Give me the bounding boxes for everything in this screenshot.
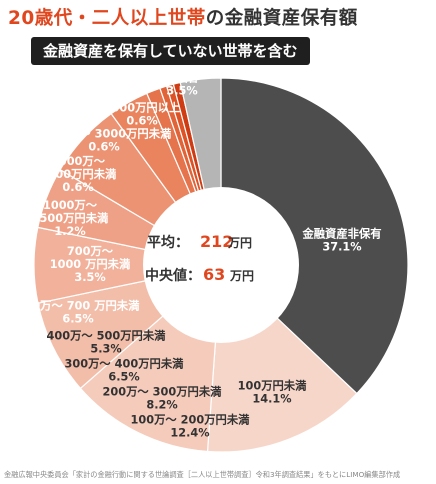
slice-category: 200万〜 300万円未満 (103, 385, 223, 399)
chart-title: 20歳代・二人以上世帯の金融資産保有額 (8, 4, 436, 30)
slice-label-0: 金融資産非保有 37.1% (301, 227, 381, 254)
slice-percent: 14.1% (252, 393, 291, 406)
average-value: 212 (200, 232, 233, 251)
slice-label-3: 200万〜 300万円未満 8.2% (103, 385, 223, 412)
slice-percent: 0.6% (126, 115, 157, 128)
source-note: 金融広報中央委員会「家計の金融行動に関する世論調査［二人以上世帯調査］令和3年調… (4, 470, 401, 479)
slice-label-12: 無回答 3.5% (165, 71, 200, 98)
slice-label-1: 100万円未満 14.1% (238, 379, 307, 406)
slice-category: 2000万円未満 (40, 167, 117, 181)
slice-percent: 12.4% (170, 427, 209, 440)
donut-hole (143, 187, 299, 343)
slice-percent: 8.2% (146, 399, 177, 412)
title-accent: 20歳代・二人以上世帯 (8, 8, 206, 29)
slice-label-5: 400万〜 500万円未満 5.3% (47, 329, 167, 356)
slice-category: 100万〜 200万円未満 (131, 413, 251, 427)
chart-subtitle: 金融資産を保有していない世帯を含む (31, 37, 310, 65)
slice-label-9: 1500万〜 2000万円未満 0.6% (40, 155, 117, 194)
slice-percent: 37.1% (322, 241, 361, 254)
slice-label-11: 3000万円以上 0.6% (104, 101, 181, 128)
slice-percent: 3.5% (166, 85, 197, 98)
slice-category: 100万円未満 (238, 379, 307, 393)
slice-category: 無回答 (165, 71, 200, 85)
slice-category: 300万〜 400万円未満 (65, 357, 185, 371)
slice-category: 1500万〜 (51, 155, 106, 168)
slice-category: 1000万〜 (43, 199, 98, 212)
slice-percent: 6.5% (62, 313, 93, 326)
slice-label-7: 700万〜 1000 万円未満 3.5% (50, 245, 131, 284)
slice-category: 500万〜 700 万円未満 (17, 299, 141, 313)
slice-percent: 5.3% (90, 343, 121, 356)
slice-label-6: 500万〜 700 万円未満 6.5% (17, 299, 141, 326)
slice-category: 金融資産非保有 (301, 227, 381, 241)
slice-category: 3000万円以上 (104, 101, 181, 115)
slice-percent: 1.2% (54, 225, 85, 238)
median-label: 中央値： (145, 267, 201, 284)
slice-category: 400万〜 500万円未満 (47, 329, 167, 343)
slice-category: 1000 万円未満 (50, 257, 131, 271)
slice-label-8: 1000万〜 1500万円未満 1.2% (32, 199, 109, 238)
slice-percent: 6.5% (108, 371, 139, 384)
slice-category: 2000万〜 3000万円未満 (37, 127, 172, 141)
average-unit: 万円 (227, 236, 252, 250)
average-label: 平均： (147, 234, 189, 251)
median-unit: 万円 (229, 269, 254, 283)
slice-category: 700万〜 (67, 245, 114, 258)
title-rest: の金融資産保有額 (205, 8, 358, 29)
slice-0 (220, 77, 409, 395)
slice-percent: 0.6% (88, 141, 119, 154)
center-summary: 平均： 212 万円 中央値： 63 万円 (145, 232, 254, 284)
slice-label-4: 300万〜 400万円未満 6.5% (65, 357, 185, 384)
slice-category: 1500万円未満 (32, 211, 109, 225)
median-value: 63 (203, 265, 225, 284)
slice-label-10: 2000万〜 3000万円未満 0.6% (37, 127, 172, 154)
labels-group: 金融資産非保有 37.1%100万円未満 14.1%100万〜 200万円未満 12.… (17, 71, 382, 440)
slice-label-2: 100万〜 200万円未満 12.4% (131, 413, 251, 440)
slice-percent: 3.5% (74, 271, 105, 284)
slice-percent: 0.6% (62, 181, 93, 194)
